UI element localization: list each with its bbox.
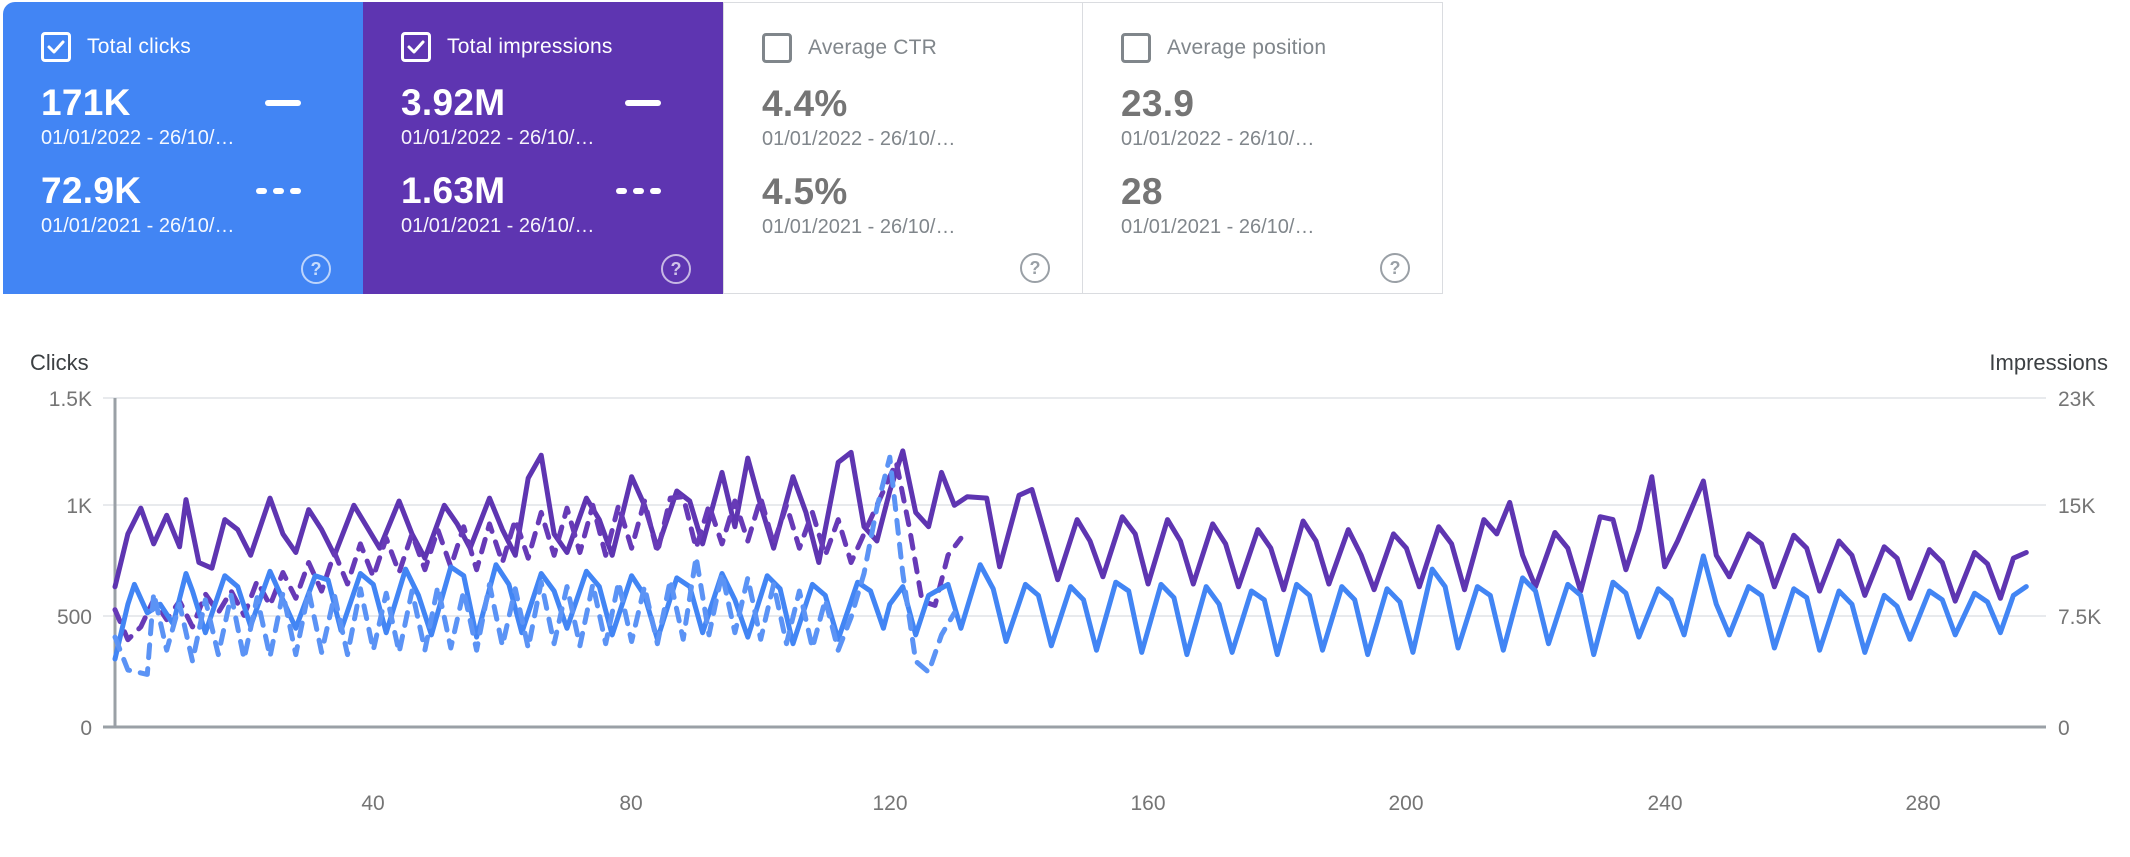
tick-label: 80 — [619, 792, 642, 815]
metric-range-previous: 01/01/2021 - 26/10/… — [401, 215, 595, 237]
tick-label: 1.5K — [49, 388, 92, 411]
tick-label: 0 — [80, 717, 92, 740]
left-axis-ticks: 1.5K 1K 500 0 — [49, 388, 92, 740]
tick-label: 15K — [2058, 495, 2095, 518]
metric-value-current: 4.4% — [762, 83, 848, 124]
metric-range-current: 01/01/2022 - 26/10/… — [41, 127, 235, 149]
right-axis-title: Impressions — [1989, 350, 2108, 375]
previous-period-dashed-indicator — [256, 188, 301, 194]
tick-label: 240 — [1647, 792, 1682, 815]
tick-label: 200 — [1388, 792, 1423, 815]
metric-card-total-impressions[interactable]: Total impressions 3.92M 01/01/2022 - 26/… — [363, 2, 723, 294]
performance-chart[interactable]: Clicks Impressions 1.5K 1K 500 0 23K 15K… — [0, 330, 2130, 852]
metric-card-label: Average CTR — [808, 36, 938, 59]
clicks-previous-dashed-line — [112, 454, 957, 677]
tick-label: 280 — [1905, 792, 1940, 815]
metric-value-current: 23.9 — [1121, 83, 1195, 124]
x-axis-ticks: 40 80 120 160 200 240 280 — [361, 792, 1940, 815]
checkbox-unchecked-icon[interactable] — [762, 33, 792, 63]
metric-range-previous: 01/01/2021 - 26/10/… — [41, 215, 235, 237]
tick-label: 160 — [1130, 792, 1165, 815]
tick-label: 23K — [2058, 388, 2095, 411]
tick-label: 120 — [872, 792, 907, 815]
line-chart-canvas[interactable]: Clicks Impressions 1.5K 1K 500 0 23K 15K… — [0, 330, 2130, 852]
metric-card-label: Total impressions — [447, 35, 613, 58]
left-axis-title: Clicks — [30, 350, 89, 375]
metric-card-label: Average position — [1167, 36, 1327, 59]
metric-range-current: 01/01/2022 - 26/10/… — [401, 127, 595, 149]
tick-label: 500 — [57, 606, 92, 629]
checkbox-checked-icon[interactable] — [41, 32, 71, 62]
help-icon[interactable]: ? — [1020, 253, 1050, 283]
metric-range-previous: 01/01/2021 - 26/10/… — [1121, 216, 1315, 238]
tick-label: 40 — [361, 792, 384, 815]
metric-card-total-clicks[interactable]: Total clicks 171K 01/01/2022 - 26/10/… 7… — [3, 2, 363, 294]
tick-label: 1K — [66, 495, 92, 518]
metric-value-current: 3.92M — [401, 82, 506, 123]
right-axis-ticks: 23K 15K 7.5K 0 — [2058, 388, 2101, 740]
clicks-current-line — [112, 553, 2029, 662]
tick-label: 0 — [2058, 717, 2070, 740]
checkbox-unchecked-icon[interactable] — [1121, 33, 1151, 63]
metric-card-average-ctr[interactable]: Average CTR 4.4% 01/01/2022 - 26/10/… 4.… — [723, 2, 1083, 294]
metric-value-previous: 4.5% — [762, 171, 848, 212]
metric-value-previous: 72.9K — [41, 170, 142, 211]
previous-period-dashed-indicator — [616, 188, 661, 194]
checkbox-checked-icon[interactable] — [401, 32, 431, 62]
current-period-line-indicator — [265, 100, 301, 106]
metric-cards-row: Total clicks 171K 01/01/2022 - 26/10/… 7… — [3, 2, 1443, 294]
help-icon[interactable]: ? — [1380, 253, 1410, 283]
metric-value-current: 171K — [41, 82, 131, 123]
check-icon — [407, 40, 425, 54]
tick-label: 7.5K — [2058, 606, 2101, 629]
metric-card-label: Total clicks — [87, 35, 191, 58]
check-icon — [47, 40, 65, 54]
metric-card-average-position[interactable]: Average position 23.9 01/01/2022 - 26/10… — [1083, 2, 1443, 294]
metric-value-previous: 1.63M — [401, 170, 506, 211]
metric-range-previous: 01/01/2021 - 26/10/… — [762, 216, 956, 238]
current-period-line-indicator — [625, 100, 661, 106]
impressions-previous-dashed-line — [112, 459, 964, 643]
metric-range-current: 01/01/2022 - 26/10/… — [762, 128, 956, 150]
help-icon[interactable]: ? — [661, 254, 691, 284]
metric-value-previous: 28 — [1121, 171, 1163, 212]
metric-range-current: 01/01/2022 - 26/10/… — [1121, 128, 1315, 150]
help-icon[interactable]: ? — [301, 254, 331, 284]
